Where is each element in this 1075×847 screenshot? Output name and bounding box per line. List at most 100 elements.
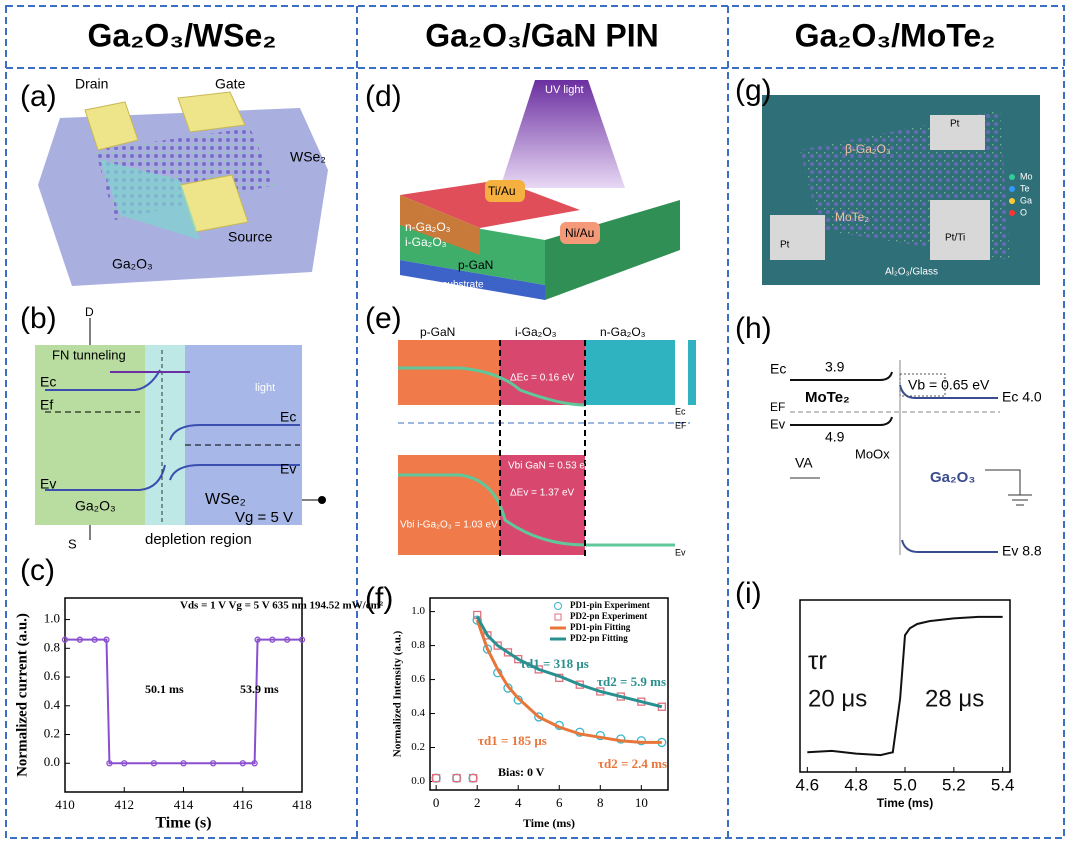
ga2o3-flake — [100, 160, 200, 240]
electrode — [770, 215, 825, 260]
y-axis-label: Normalized Intensity (a.u.) — [392, 630, 404, 757]
marker — [298, 636, 306, 643]
legend-dot — [1009, 198, 1015, 204]
contact — [485, 180, 525, 202]
diagram-text: p-GaN — [458, 258, 493, 272]
series-line — [475, 615, 663, 709]
panel-label: (e) — [365, 302, 402, 335]
marker — [251, 760, 258, 767]
x-tick-label: 8 — [597, 795, 604, 810]
region — [145, 345, 185, 525]
diagram-text: FN tunneling — [52, 347, 126, 362]
diagram-text: i-Ga₂O₃ — [515, 325, 557, 339]
y-tick-label: 0.2 — [44, 726, 60, 741]
x-tick-label: 410 — [55, 797, 75, 812]
diagram-text: ΔEc = 0.16 eV — [510, 373, 575, 384]
annotation: 50.1 ms — [145, 682, 184, 696]
marker — [431, 773, 441, 783]
x-tick-label: 4 — [515, 795, 522, 810]
diagram-text: Source — [228, 229, 273, 245]
legend-dot — [1009, 210, 1015, 216]
x-tick-label: 414 — [174, 797, 194, 812]
frame — [5, 5, 1065, 839]
y-tick-label: 0.8 — [44, 639, 60, 654]
diagram-text: Ga₂O₃ — [75, 498, 116, 514]
marker — [239, 760, 246, 767]
marker — [514, 655, 523, 664]
column-title: Ga₂O₃/GaN PIN — [425, 17, 659, 53]
diagram-text: Al₂O₃/Glass — [885, 267, 938, 278]
diagram-text: Vg = 5 V — [235, 509, 293, 526]
band-region — [688, 340, 696, 405]
band — [45, 369, 161, 391]
diagram-text: MoTe₂ — [805, 389, 850, 406]
diagram-text: β-Ga₂O₃ — [845, 142, 891, 156]
uv-beam — [500, 80, 625, 188]
diagram-text: Ti/Au — [488, 184, 516, 198]
legend-dot — [1009, 174, 1015, 180]
x-tick-label: 0 — [433, 795, 440, 810]
diagram-text: Pt — [950, 119, 960, 130]
diagram-text: i-Ga₂O₃ — [405, 235, 447, 249]
diagram-text: depletion region — [145, 531, 252, 548]
y-tick-label: 0.8 — [411, 639, 425, 651]
diagram-text: EF — [675, 420, 687, 430]
annotation: 28 μs — [925, 685, 984, 712]
band — [790, 416, 893, 426]
diagram-text: Vbi i-Ga₂O₃ = 1.03 eV — [400, 520, 498, 531]
contact — [560, 222, 600, 244]
diagram-text: Ga₂O₃ — [930, 469, 975, 486]
marker — [61, 636, 69, 643]
diagram-text: 3.9 — [825, 359, 845, 375]
band-region — [500, 340, 585, 405]
y-tick-label: 0.4 — [44, 697, 61, 712]
band-region — [585, 340, 675, 405]
diagram-text: 4.9 — [825, 429, 845, 445]
diagram-text: Ev 8.8 — [1002, 543, 1042, 559]
marker — [121, 760, 128, 767]
diagram-text: Ef — [40, 397, 53, 413]
annotation: Vds = 1 V Vg = 5 V 635 nm 194.52 mW/cm² — [180, 600, 384, 612]
marker — [534, 712, 544, 722]
x-tick-label: 10 — [635, 795, 648, 810]
diagram-text: Ga — [1020, 195, 1032, 205]
diagram-text: Ec 4.0 — [1002, 389, 1042, 405]
marker — [503, 648, 513, 657]
diagram-text: Gate — [215, 76, 246, 92]
diagram-text: WSe₂ — [205, 491, 246, 508]
marker — [103, 636, 110, 643]
x-tick-label: 418 — [292, 797, 312, 812]
x-tick-label: 2 — [474, 795, 481, 810]
marker — [76, 636, 83, 643]
diagram-text: S — [68, 536, 77, 551]
layer — [400, 180, 580, 228]
marker — [468, 773, 478, 783]
diagram-text: Vb = 0.65 eV — [908, 377, 990, 393]
diagram-text: Mo — [1020, 171, 1033, 181]
band — [899, 384, 998, 399]
y-tick-label: 0.4 — [411, 707, 425, 719]
x-axis-label: Time (ms) — [877, 796, 933, 810]
diagram-text: Al₂O₃ substrate — [415, 280, 484, 291]
marker — [91, 636, 98, 643]
y-axis-label: Normalized current (a.u.) — [14, 613, 30, 777]
panel-label: (d) — [365, 80, 402, 113]
diagram-text: O — [1020, 207, 1027, 217]
diagram-text: p-GaN — [420, 325, 455, 339]
diagram-text: Pt/Ti — [945, 233, 965, 244]
band — [45, 464, 166, 491]
legend-label: PD2-pn Fitting — [570, 633, 628, 643]
legend-marker — [554, 613, 562, 621]
terminal — [318, 496, 326, 504]
x-tick-label: 6 — [556, 795, 563, 810]
marker — [180, 760, 187, 767]
diagram-text: Te — [1020, 183, 1030, 193]
marker — [269, 636, 276, 643]
diagram-text: Ec — [280, 409, 296, 425]
diagram-text: n-Ga₂O₃ — [405, 220, 451, 234]
diagram-text: n-Ga₂O₃ — [600, 325, 646, 339]
diagram-text: Ec — [40, 374, 56, 390]
layer — [400, 260, 545, 300]
diagram-text: D — [85, 305, 94, 319]
